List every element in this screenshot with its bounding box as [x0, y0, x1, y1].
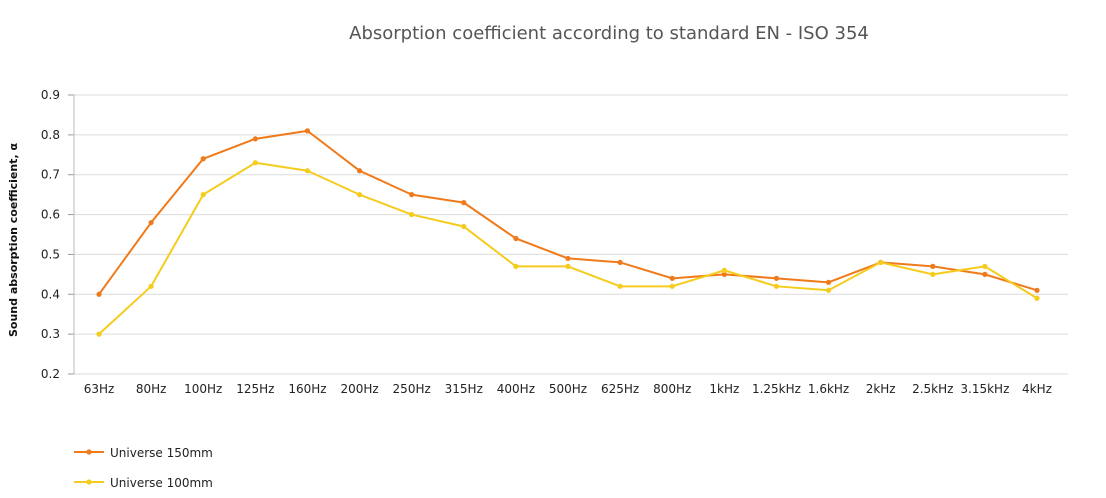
data-point: [878, 259, 884, 265]
x-tick-label: 400Hz: [497, 382, 535, 396]
data-point: [721, 267, 727, 273]
data-point: [461, 223, 467, 230]
y-tick-label: 0.8: [41, 128, 60, 142]
y-tick-label: 0.5: [41, 247, 60, 261]
data-point: [773, 283, 780, 289]
data-point: [200, 192, 206, 198]
data-point: [200, 156, 206, 162]
x-tick-label: 1.6kHz: [808, 382, 849, 396]
data-point: [96, 331, 102, 337]
legend-item-2: Universe 100mm: [74, 476, 213, 490]
data-point: [461, 200, 467, 206]
legend: Universe 150mm Universe 100mm: [74, 446, 213, 490]
data-point: [252, 160, 258, 166]
data-point: [982, 263, 988, 269]
data-point: [356, 168, 363, 174]
x-tick-label: 315Hz: [445, 382, 483, 396]
data-point: [565, 263, 571, 269]
data-point: [409, 211, 415, 218]
series-line: [98, 161, 1038, 335]
x-tick-label: 625Hz: [601, 382, 639, 396]
data-point: [96, 291, 102, 297]
data-point: [513, 235, 519, 242]
x-axis-ticks: 63Hz 80Hz 100Hz 125Hz 160Hz 200Hz 250Hz 315Hz 40…: [84, 382, 1052, 396]
y-tick-label: 0.4: [41, 287, 60, 301]
x-tick-label: 500Hz: [549, 382, 587, 396]
data-point: [1034, 287, 1040, 293]
y-tick-label: 0.3: [41, 327, 60, 341]
y-axis-label: Sound absorption coefficient, α: [7, 143, 20, 337]
data-point: [513, 263, 519, 269]
data-point: [304, 168, 311, 174]
data-point: [617, 283, 623, 289]
data-point: [148, 283, 154, 289]
data-point: [825, 287, 832, 293]
x-tick-label: 4kHz: [1022, 382, 1052, 396]
data-point: [356, 192, 363, 198]
data-point: [304, 128, 311, 134]
x-tick-label: 80Hz: [136, 382, 167, 396]
x-tick-label: 200Hz: [340, 382, 378, 396]
series-1: [96, 128, 1040, 297]
x-tick-label: 1.25kHz: [752, 382, 801, 396]
grid-lines: [74, 94, 1068, 375]
data-point: [669, 275, 675, 281]
x-tick-label: 2kHz: [866, 382, 896, 396]
series-2: [96, 160, 1040, 337]
x-tick-label: 800Hz: [653, 382, 691, 396]
data-point: [825, 279, 832, 285]
x-tick-label: 160Hz: [288, 382, 326, 396]
series-line: [98, 129, 1038, 295]
data-point: [930, 271, 936, 277]
y-tick-label: 0.2: [41, 367, 60, 381]
y-axis-ticks: 0.2 0.3 0.4 0.5 0.6 0.7 0.8 0.9: [41, 88, 75, 381]
legend-marker: [86, 479, 92, 485]
x-tick-label: 3.15kHz: [960, 382, 1009, 396]
data-point: [721, 271, 727, 277]
data-point: [617, 259, 623, 265]
chart-title: Absorption coefficient according to stan…: [349, 23, 869, 44]
data-point: [252, 136, 258, 142]
legend-label: Universe 150mm: [110, 446, 213, 460]
series-layer: [96, 128, 1040, 337]
data-point: [930, 263, 936, 269]
data-point: [773, 275, 780, 281]
y-tick-label: 0.9: [41, 88, 60, 102]
legend-label: Universe 100mm: [110, 476, 213, 490]
y-tick-label: 0.7: [41, 168, 60, 182]
x-tick-label: 100Hz: [184, 382, 222, 396]
data-point: [1034, 295, 1040, 301]
legend-item-1: Universe 150mm: [74, 446, 213, 460]
data-point: [565, 255, 571, 262]
x-tick-label: 1kHz: [709, 382, 739, 396]
x-tick-label: 63Hz: [84, 382, 115, 396]
data-point: [669, 283, 675, 289]
data-point: [148, 219, 154, 226]
legend-marker: [86, 449, 92, 455]
y-tick-label: 0.6: [41, 208, 60, 222]
x-tick-label: 2.5kHz: [912, 382, 953, 396]
x-tick-label: 125Hz: [236, 382, 274, 396]
x-tick-label: 250Hz: [393, 382, 431, 396]
data-point: [409, 192, 415, 198]
data-point: [982, 271, 988, 277]
